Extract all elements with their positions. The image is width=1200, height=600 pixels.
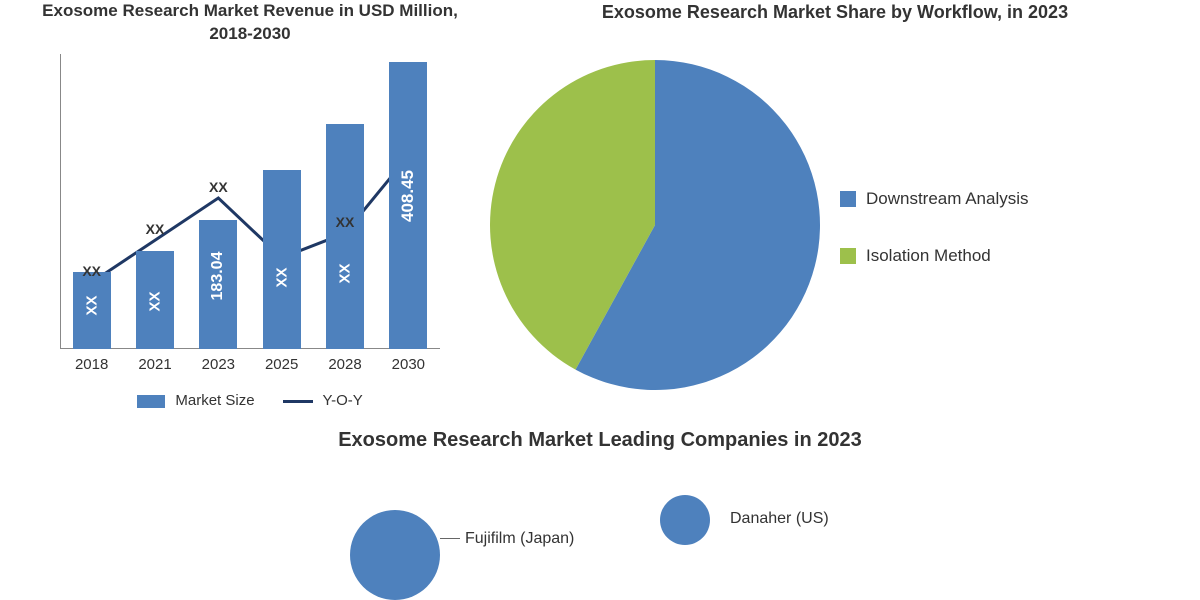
pie-svg (490, 60, 820, 390)
x-tick-label: 2025 (265, 356, 298, 373)
pie-legend-label: Downstream Analysis (866, 188, 1029, 211)
bar-value-label: 408.45 (398, 170, 418, 222)
yoy-line (60, 54, 440, 349)
company-bubble (660, 495, 710, 545)
y-axis (60, 54, 61, 349)
infographic-container: Exosome Research Market Revenue in USD M… (0, 0, 1200, 600)
bar: XX (326, 124, 364, 349)
top-row: Exosome Research Market Revenue in USD M… (0, 0, 1200, 419)
bar-value-label: XX (83, 296, 100, 316)
bar: XX (263, 170, 301, 349)
legend-label-yoy: Y-O-Y (322, 392, 362, 409)
bar-value-label: XX (273, 268, 290, 288)
pie-svg-wrap (490, 60, 820, 395)
bar-value-label: XX (147, 291, 164, 311)
x-tick-label: 2018 (75, 356, 108, 373)
line-point-label: XX (209, 179, 228, 195)
pie-legend-label: Isolation Method (866, 245, 991, 268)
bar: XX (136, 251, 174, 349)
x-axis (60, 348, 440, 349)
bar: 183.04 (199, 220, 237, 349)
bar-value-label: XX (337, 263, 354, 283)
line-point-label: XX (82, 263, 101, 279)
pie-chart-title: Exosome Research Market Share by Workflo… (490, 0, 1180, 24)
bar-value-label: 183.04 (209, 251, 227, 300)
company-label: Fujifilm (Japan) (465, 530, 574, 548)
x-tick-label: 2028 (328, 356, 361, 373)
line-point-label: XX (336, 214, 355, 230)
pie-legend-item: Downstream Analysis (840, 188, 1029, 211)
company-label: Danaher (US) (730, 510, 829, 528)
bar-chart-title: Exosome Research Market Revenue in USD M… (40, 0, 460, 46)
companies-bubbles: Fujifilm (Japan) Danaher (US) (20, 480, 1180, 600)
legend-swatch-market-size (137, 395, 165, 408)
bar: 408.45 (389, 62, 427, 349)
bar-chart-area: XX 2018 XX 2021 183.04 2023 XX 2025 XX 2028 408.45… (40, 54, 460, 419)
legend-swatch-yoy (283, 400, 313, 403)
line-point-label: XX (146, 221, 165, 237)
pie-legend: Downstream Analysis Isolation Method (840, 188, 1029, 268)
pie-legend-swatch (840, 191, 856, 207)
legend-label-market-size: Market Size (175, 392, 254, 409)
bar-chart-panel: Exosome Research Market Revenue in USD M… (0, 0, 470, 419)
x-tick-label: 2023 (202, 356, 235, 373)
bubble-leader-line (440, 538, 460, 539)
pie-chart-panel: Exosome Research Market Share by Workflo… (470, 0, 1200, 419)
x-tick-label: 2030 (392, 356, 425, 373)
pie-chart-body: Downstream Analysis Isolation Method (490, 36, 1180, 419)
pie-legend-item: Isolation Method (840, 245, 1029, 268)
bar-chart-plot: XX2018XX2021183.042023XX2025XX2028408.45… (60, 54, 440, 349)
company-bubble (350, 510, 440, 600)
pie-legend-swatch (840, 248, 856, 264)
companies-panel: Exosome Research Market Leading Companie… (0, 419, 1200, 600)
legend-item-market-size: Market Size (137, 392, 254, 409)
companies-title: Exosome Research Market Leading Companie… (20, 429, 1180, 452)
x-tick-label: 2021 (138, 356, 171, 373)
bar: XX (73, 272, 111, 349)
bar-chart-legend: Market Size Y-O-Y (40, 392, 460, 409)
legend-item-yoy: Y-O-Y (283, 392, 363, 409)
